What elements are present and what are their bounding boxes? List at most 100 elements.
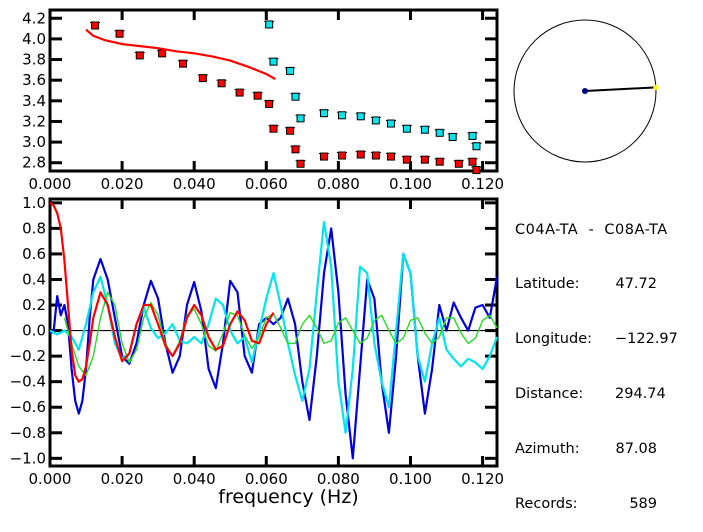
red-squares-point bbox=[387, 152, 396, 161]
red-squares-point bbox=[420, 155, 429, 164]
azimuth-label: Azimuth: bbox=[515, 441, 580, 458]
remote-station-dot bbox=[653, 84, 659, 90]
top-x-ticks: 0.000 0.020 0.040 0.060 0.080 0.100 0.120 bbox=[29, 10, 504, 193]
bottom-x-tick-label: 0.060 bbox=[245, 470, 288, 488]
info-row-records: Records: 589 bbox=[515, 495, 668, 513]
cyan-squares-point bbox=[291, 92, 300, 101]
bottom-y-tick-label: 0.2 bbox=[22, 296, 46, 314]
cyan-squares-point bbox=[371, 116, 380, 125]
bottom-x-ticks: 0.000 0.020 0.040 0.060 0.080 0.100 0.120 bbox=[29, 199, 504, 488]
cyan-squares-point bbox=[265, 20, 274, 29]
x-axis-title: frequency (Hz) bbox=[218, 486, 358, 508]
bottom-y-tick-label: −0.8 bbox=[10, 424, 46, 442]
bottom-y-tick-label: 0.0 bbox=[22, 322, 46, 340]
info-row-distance: Distance: 294.74 bbox=[515, 385, 668, 403]
cyan-squares-point bbox=[286, 66, 295, 75]
cyan-squares-point bbox=[472, 142, 481, 151]
station-map bbox=[513, 19, 659, 163]
red-squares-point bbox=[269, 124, 278, 133]
azimuth-line bbox=[584, 86, 656, 92]
cyan-squares-point bbox=[356, 112, 365, 121]
red-squares-point bbox=[265, 99, 274, 108]
cyan-squares-point bbox=[337, 111, 346, 120]
bottom-x-tick-label: 0.040 bbox=[173, 470, 216, 488]
red-squares-point bbox=[435, 157, 444, 166]
red-fit-line-series-line bbox=[85, 28, 276, 81]
top-x-tick-label: 0.060 bbox=[245, 175, 288, 193]
top-x-tick-label: 0.120 bbox=[461, 175, 504, 193]
longitude-label: Longitude: bbox=[515, 331, 593, 348]
bottom-x-tick-label: 0.080 bbox=[317, 470, 360, 488]
red-squares-point bbox=[402, 155, 411, 164]
map-circle bbox=[513, 19, 657, 163]
red-squares-tail-point bbox=[472, 165, 481, 174]
bottom-y-tick-label: −1.0 bbox=[10, 449, 46, 467]
records-value: 589 bbox=[629, 496, 657, 513]
top-plot-frame bbox=[48, 8, 499, 173]
bottom-y-tick-label: −0.6 bbox=[10, 398, 46, 416]
cyan-squares-point bbox=[269, 57, 278, 66]
top-y-tick-label: 3.2 bbox=[22, 112, 46, 130]
station-pair-title: C04A-TA - C08A-TA bbox=[515, 221, 668, 238]
red-squares-point bbox=[198, 74, 207, 83]
cyan-squares-point bbox=[387, 119, 396, 128]
red-squares-point bbox=[235, 88, 244, 97]
latitude-label: Latitude: bbox=[515, 276, 580, 293]
bottom-y-tick-label: 1.0 bbox=[22, 194, 46, 212]
red-squares-point bbox=[135, 51, 144, 60]
cyan-squares-point bbox=[319, 109, 328, 118]
records-label: Records: bbox=[515, 496, 578, 513]
red-squares-point bbox=[217, 79, 226, 88]
longitude-value: −122.97 bbox=[615, 331, 678, 348]
top-y-tick-label: 4.0 bbox=[22, 30, 46, 48]
distance-value: 294.74 bbox=[615, 386, 666, 403]
bottom-y-tick-label: −0.4 bbox=[10, 373, 46, 391]
top-x-tick-label: 0.000 bbox=[29, 175, 72, 193]
top-y-tick-label: 3.0 bbox=[22, 133, 46, 151]
correlation-plot: 0.000 0.020 0.040 0.060 0.080 0.100 0.120 1.00… bbox=[10, 194, 504, 508]
red-squares-point bbox=[291, 145, 300, 154]
top-y-tick-label: 2.8 bbox=[22, 154, 46, 172]
cyan-series-line bbox=[49, 220, 499, 434]
red-squares-point bbox=[253, 91, 262, 100]
top-y-ticks: 4.2 4.0 3.8 3.6 3.4 3.2 3.0 2.8 bbox=[22, 9, 497, 172]
red-squares-point bbox=[319, 152, 328, 161]
bottom-x-tick-label: 0.120 bbox=[461, 470, 504, 488]
bottom-y-tick-label: 0.4 bbox=[22, 270, 46, 288]
bottom-x-tick-label: 0.100 bbox=[389, 470, 432, 488]
top-y-tick-label: 3.8 bbox=[22, 51, 46, 69]
bottom-y-tick-label: 0.6 bbox=[22, 245, 46, 263]
red-squares-point bbox=[337, 151, 346, 160]
top-x-tick-label: 0.100 bbox=[389, 175, 432, 193]
bottom-series bbox=[49, 201, 499, 460]
red-squares-point bbox=[158, 49, 167, 58]
red-squares-point bbox=[371, 151, 380, 160]
top-x-tick-label: 0.020 bbox=[101, 175, 144, 193]
info-row-latitude: Latitude: 47.72 bbox=[515, 275, 668, 293]
red-squares-point bbox=[468, 157, 477, 166]
cyan-squares-point bbox=[448, 132, 457, 141]
cyan-squares-point bbox=[420, 125, 429, 134]
cyan-squares-point bbox=[435, 128, 444, 137]
info-row-longitude: Longitude: −122.97 bbox=[515, 330, 678, 348]
red-squares-point bbox=[286, 126, 295, 135]
top-x-tick-label: 0.040 bbox=[173, 175, 216, 193]
cyan-squares-point bbox=[402, 124, 411, 133]
top-y-tick-label: 4.2 bbox=[22, 9, 46, 27]
red-squares-point bbox=[179, 59, 188, 68]
red-squares-point bbox=[454, 159, 463, 168]
info-row-azimuth: Azimuth: 87.08 bbox=[515, 440, 668, 458]
red-squares-point bbox=[356, 150, 365, 159]
red-squares-point bbox=[91, 21, 100, 30]
cyan-squares-point bbox=[468, 131, 477, 140]
azimuth-value: 87.08 bbox=[615, 441, 657, 458]
station-info-panel: C04A-TA - C08A-TA Latitude: 47.72 Longit… bbox=[515, 184, 678, 532]
red-squares-point bbox=[115, 29, 124, 38]
red-squares-point bbox=[296, 159, 305, 168]
top-series bbox=[85, 20, 482, 174]
bottom-y-ticks: 1.0 0.8 0.6 0.4 0.2 0.0 −0.2 −0.4 −0.6 −0.8 −1.0 bbox=[10, 194, 497, 467]
top-x-tick-label: 0.080 bbox=[317, 175, 360, 193]
bottom-x-tick-label: 0.020 bbox=[101, 470, 144, 488]
plot-canvas: 0.000 0.020 0.040 0.060 0.080 0.100 0.120 4.2 4… bbox=[10, 8, 659, 508]
bottom-x-tick-label: 0.000 bbox=[29, 470, 72, 488]
